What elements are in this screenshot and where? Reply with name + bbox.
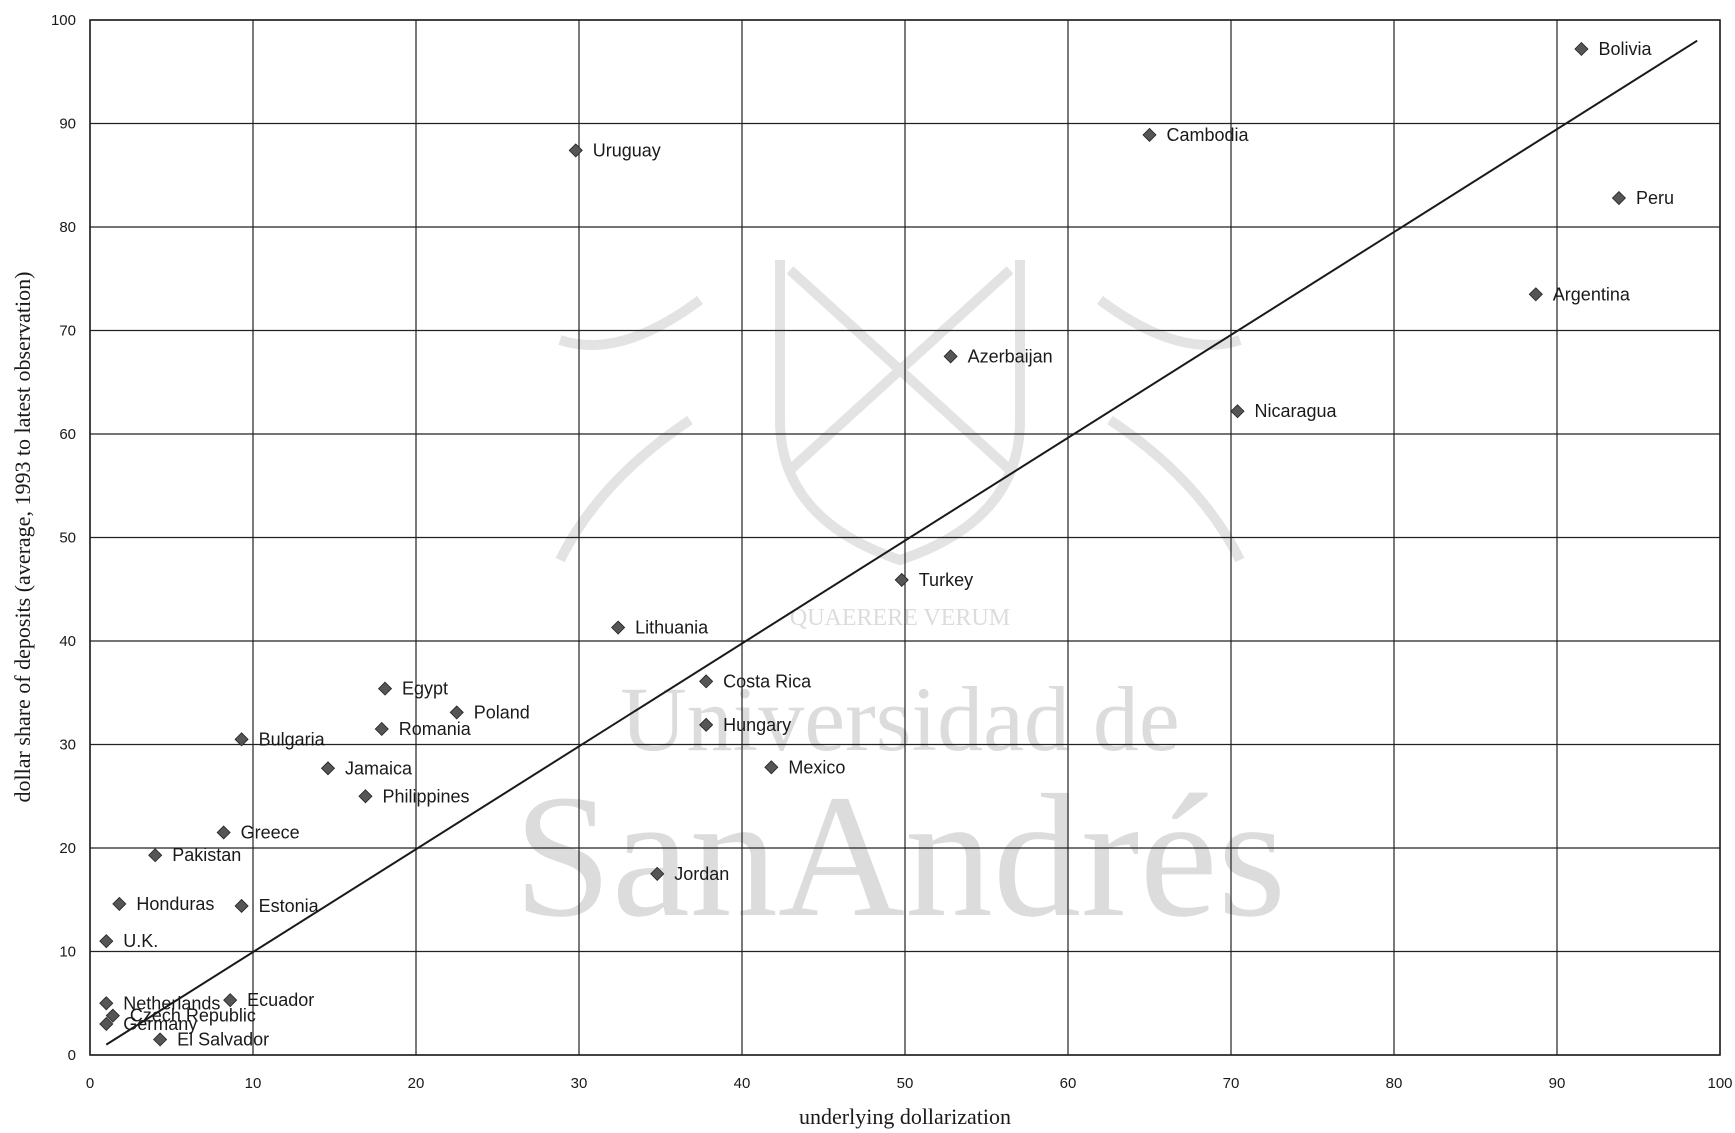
data-point-27: [99, 1016, 114, 1032]
data-point-5: [943, 349, 958, 364]
y-tick-label-8: 80: [59, 219, 76, 236]
x-axis-title: underlying dollarization: [799, 1104, 1011, 1129]
point-label-26: Czech Republic: [130, 1006, 256, 1026]
watermark-line2: SanAndrés: [514, 759, 1286, 954]
data-point-25: [223, 993, 238, 1008]
x-tick-label-4: 40: [734, 1075, 751, 1092]
data-point-17: [358, 789, 373, 804]
watermark-line1: Universidad de: [620, 668, 1180, 770]
data-point-11: [449, 705, 464, 720]
point-label-7: Turkey: [919, 570, 973, 590]
point-label-24: Netherlands: [123, 993, 220, 1013]
point-label-9: Costa Rica: [723, 671, 812, 691]
x-tick-label-1: 10: [245, 1075, 262, 1092]
x-tick-label-10: 100: [1707, 1075, 1732, 1092]
point-label-17: Philippines: [382, 786, 469, 806]
data-point-21: [112, 896, 127, 911]
point-label-12: Hungary: [723, 715, 791, 735]
point-label-23: U.K.: [123, 931, 158, 951]
data-point-19: [148, 848, 163, 863]
data-point-24: [99, 996, 114, 1011]
y-tick-label-2: 20: [59, 840, 76, 857]
point-label-6: Nicaragua: [1255, 401, 1338, 421]
y-tick-label-5: 50: [59, 530, 76, 547]
y-tick-label-1: 10: [59, 944, 76, 961]
point-label-2: Uruguay: [593, 140, 661, 160]
y-tick-label-4: 40: [59, 633, 76, 650]
x-tick-label-7: 70: [1223, 1075, 1240, 1092]
data-point-22: [234, 898, 249, 914]
point-label-28: El Salvador: [177, 1029, 269, 1049]
point-label-5: Azerbaijan: [968, 346, 1053, 366]
y-tick-label-7: 70: [59, 323, 76, 340]
point-label-21: Honduras: [136, 894, 214, 914]
point-label-0: Bolivia: [1598, 39, 1652, 59]
data-point-28: [153, 1032, 168, 1047]
x-tick-label-5: 50: [897, 1075, 914, 1092]
data-point-10: [377, 681, 393, 696]
data-points: Bolivia Cambodia Uruguay Peru Argentina Azerb…: [99, 39, 1674, 1049]
y-axis-title: dollar share of deposits (average, 1993 …: [10, 272, 35, 803]
data-point-0: [1574, 41, 1589, 57]
x-tick-label-2: 20: [408, 1075, 425, 1092]
point-label-10: Egypt: [402, 679, 448, 699]
data-point-9: [699, 674, 714, 689]
point-label-18: Greece: [241, 822, 300, 842]
point-label-19: Pakistan: [172, 845, 241, 865]
watermark-motto: QUAERERE VERUM: [790, 605, 1010, 631]
point-label-13: Romania: [399, 719, 472, 739]
data-point-12: [699, 717, 714, 732]
x-axis-ticks: 0 10 20 30 40 50 60 70 80 90 100: [86, 1075, 1733, 1092]
y-axis-ticks: 0 10 20 30 40 50 60 70 80 90 100: [51, 12, 76, 1064]
x-tick-label-3: 30: [571, 1075, 588, 1092]
data-point-26: [105, 1008, 120, 1023]
data-point-4: [1528, 287, 1543, 302]
point-label-20: Jordan: [674, 864, 729, 884]
data-point-8: [611, 620, 626, 635]
watermark-logo: QUAERERE VERUM Universidad de SanAndrés: [514, 260, 1286, 954]
point-label-15: Jamaica: [345, 758, 413, 778]
x-tick-label-0: 0: [86, 1075, 94, 1092]
y-tick-label-3: 30: [59, 737, 76, 754]
data-point-7: [894, 572, 909, 588]
watermark-crest: [555, 260, 1245, 566]
point-label-27: Germany: [123, 1014, 197, 1034]
data-point-16: [764, 760, 779, 775]
data-point-3: [1611, 190, 1627, 206]
y-tick-label-9: 90: [59, 116, 76, 133]
point-label-25: Ecuador: [247, 990, 314, 1010]
y-tick-label-6: 60: [59, 426, 76, 443]
trend-line: [105, 39, 1698, 1046]
data-point-6: [1230, 404, 1245, 419]
x-tick-label-6: 60: [1060, 1075, 1077, 1092]
plot-area: [89, 19, 1721, 1056]
point-label-22: Estonia: [259, 896, 320, 916]
data-point-20: [650, 866, 665, 881]
point-label-3: Peru: [1636, 188, 1674, 208]
point-label-11: Poland: [474, 702, 530, 722]
point-label-1: Cambodia: [1167, 125, 1250, 145]
point-label-14: Bulgaria: [259, 729, 326, 749]
data-point-15: [320, 761, 336, 776]
point-label-16: Mexico: [788, 757, 845, 777]
data-point-18: [216, 825, 231, 840]
x-tick-label-8: 80: [1386, 1075, 1403, 1092]
y-tick-label-10: 100: [51, 12, 76, 29]
data-point-23: [99, 934, 114, 949]
x-tick-label-9: 90: [1549, 1075, 1566, 1092]
point-label-4: Argentina: [1553, 284, 1631, 304]
data-point-13: [374, 721, 389, 737]
data-point-1: [1142, 127, 1157, 142]
y-tick-label-0: 0: [68, 1047, 76, 1064]
point-label-8: Lithuania: [635, 618, 709, 638]
data-point-2: [568, 143, 583, 158]
data-point-14: [234, 732, 249, 747]
